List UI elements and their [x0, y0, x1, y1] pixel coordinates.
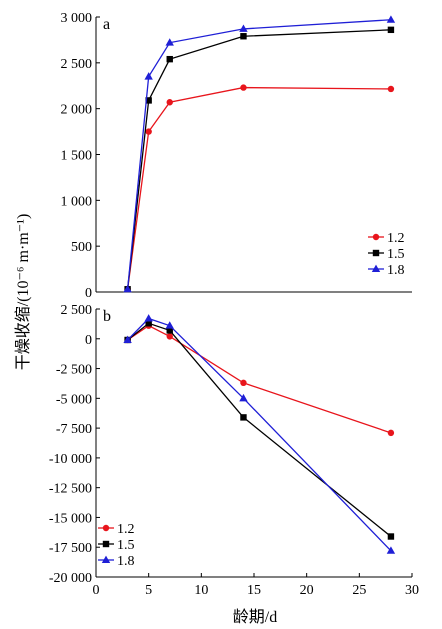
data-point: [145, 97, 152, 104]
legend-label: 1.5: [387, 247, 405, 262]
data-point: [239, 24, 248, 32]
panel-b: 2 500 0 -2 500 -5 000 -7 500 -10 000 -12 500 -1…: [49, 303, 419, 598]
data-point: [166, 333, 173, 340]
data-point: [145, 320, 152, 327]
data-point: [145, 128, 152, 135]
series-line: [126, 29, 391, 290]
y-axis-title: 干燥收缩/(10⁻⁶ m·m⁻¹): [14, 214, 32, 371]
data-point: [386, 546, 396, 554]
y-tick-label: -5 000: [56, 392, 92, 407]
data-point: [123, 284, 132, 293]
y-tick-label: -2 500: [56, 363, 92, 378]
data-point: [240, 33, 247, 40]
legend-marker: [371, 264, 381, 272]
data-point: [240, 84, 247, 91]
y-tick-label: -7 500: [56, 422, 92, 437]
legend-marker: [101, 555, 111, 563]
legend-label: 1.8: [387, 263, 405, 278]
data-point: [166, 55, 173, 63]
y-tick-label: 1 500: [61, 149, 93, 164]
legend-marker: [372, 233, 380, 241]
x-tick-label: 25: [352, 583, 366, 598]
y-tick-label: 3 000: [61, 11, 93, 26]
x-tick-label: 10: [194, 583, 208, 598]
legend-marker: [372, 249, 380, 257]
data-point: [123, 335, 132, 343]
series-line: [127, 322, 392, 538]
series-line: [127, 317, 392, 552]
legend: 1.21.51.8: [368, 231, 405, 278]
legend-marker: [102, 540, 110, 548]
x-axis-title: 龄期/d: [233, 608, 277, 626]
data-point: [240, 414, 247, 421]
x-tick-label: 5: [145, 583, 152, 598]
panel-tag: a: [103, 16, 110, 33]
y-tick-label: 0: [85, 333, 92, 348]
y-tick-label: 2 500: [61, 57, 93, 72]
data-point: [144, 314, 153, 322]
data-point: [165, 321, 174, 329]
data-point: [166, 327, 173, 334]
y-tick-label: -15 000: [49, 511, 92, 526]
y-tick-label: 2 500: [61, 303, 93, 318]
y-tick-label: 1 000: [61, 194, 93, 209]
y-tick-label: -17 500: [49, 541, 92, 556]
data-point: [387, 429, 395, 437]
data-point: [387, 26, 395, 34]
legend-marker: [102, 524, 110, 532]
panel-a: 0 500 1 000 1 500 2 000 2 500 3 000 a 1.21.51.8: [61, 11, 412, 301]
data-point: [387, 533, 395, 540]
panel-tag: b: [103, 308, 111, 325]
y-tick-label: 0: [85, 286, 92, 301]
x-tick-label: 0: [93, 583, 100, 598]
data-point: [166, 99, 173, 106]
data-point: [240, 379, 247, 387]
series-line: [126, 86, 391, 290]
y-tick-label: 500: [71, 240, 92, 255]
series-line: [127, 324, 392, 434]
legend: 1.21.51.8: [98, 522, 135, 569]
legend-label: 1.5: [117, 538, 135, 553]
legend-label: 1.2: [387, 231, 405, 246]
legend-label: 1.2: [117, 522, 135, 537]
y-tick-label: 2 000: [61, 103, 93, 118]
data-point: [165, 38, 174, 46]
x-tick-label: 20: [300, 583, 314, 598]
data-point: [387, 85, 395, 93]
x-tick-label: 15: [247, 583, 261, 598]
x-tick-label: 30: [405, 583, 419, 598]
y-tick-label: -12 500: [49, 482, 92, 497]
legend-label: 1.8: [117, 554, 135, 569]
y-tick-label: -20 000: [49, 571, 92, 586]
data-point: [386, 15, 396, 23]
data-point: [144, 72, 153, 80]
data-point: [239, 393, 248, 402]
y-tick-label: -10 000: [49, 452, 92, 467]
